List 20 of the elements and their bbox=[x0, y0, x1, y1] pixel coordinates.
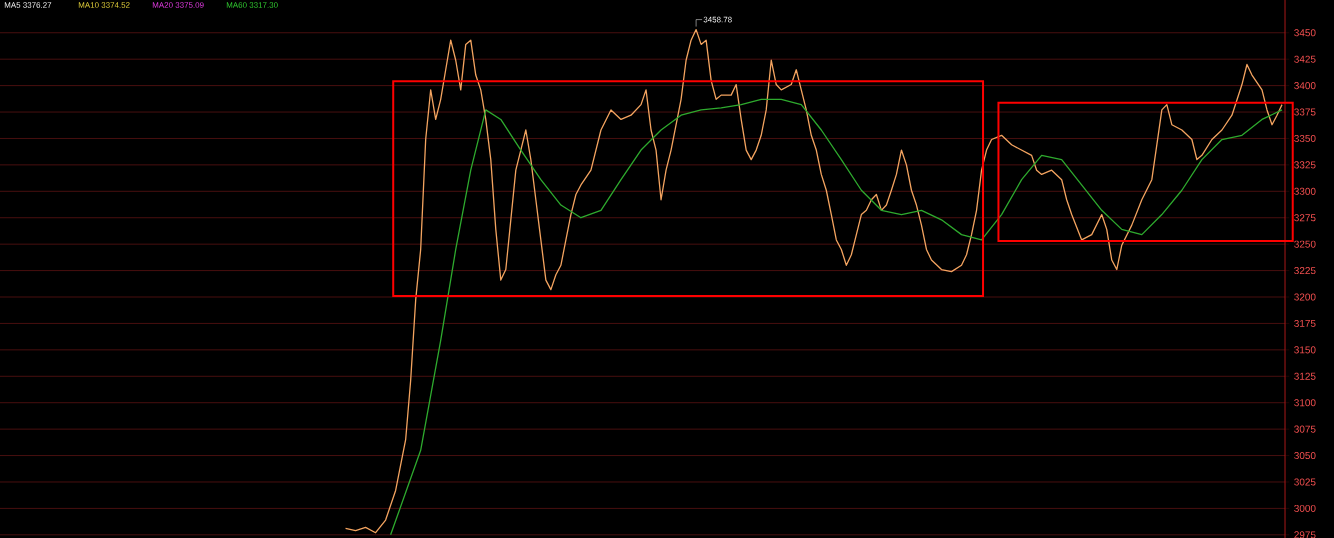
y-tick-label: 3025 bbox=[1294, 478, 1316, 486]
y-tick-label: 3350 bbox=[1294, 134, 1316, 142]
y-tick-label: 3075 bbox=[1294, 425, 1316, 433]
y-tick-label: 3125 bbox=[1294, 372, 1316, 380]
y-tick-label: 3275 bbox=[1294, 214, 1316, 222]
y-tick-label: 3225 bbox=[1294, 267, 1316, 275]
y-tick-label: 3175 bbox=[1294, 319, 1316, 327]
y-tick-label: 3450 bbox=[1294, 29, 1316, 37]
y-tick-label: 3250 bbox=[1294, 240, 1316, 248]
y-tick-label: 3000 bbox=[1294, 504, 1316, 512]
y-tick-label: 3300 bbox=[1294, 187, 1316, 195]
y-tick-label: 3400 bbox=[1294, 82, 1316, 90]
y-tick-label: 3200 bbox=[1294, 293, 1316, 301]
y-tick-label: 3150 bbox=[1294, 346, 1316, 354]
y-tick-label: 3100 bbox=[1294, 399, 1316, 407]
y-tick-label: 3050 bbox=[1294, 452, 1316, 460]
y-tick-label: 3325 bbox=[1294, 161, 1316, 169]
y-tick-label: 3375 bbox=[1294, 108, 1316, 116]
y-tick-label: 2975 bbox=[1294, 531, 1316, 538]
y-tick-label: 3425 bbox=[1294, 55, 1316, 63]
